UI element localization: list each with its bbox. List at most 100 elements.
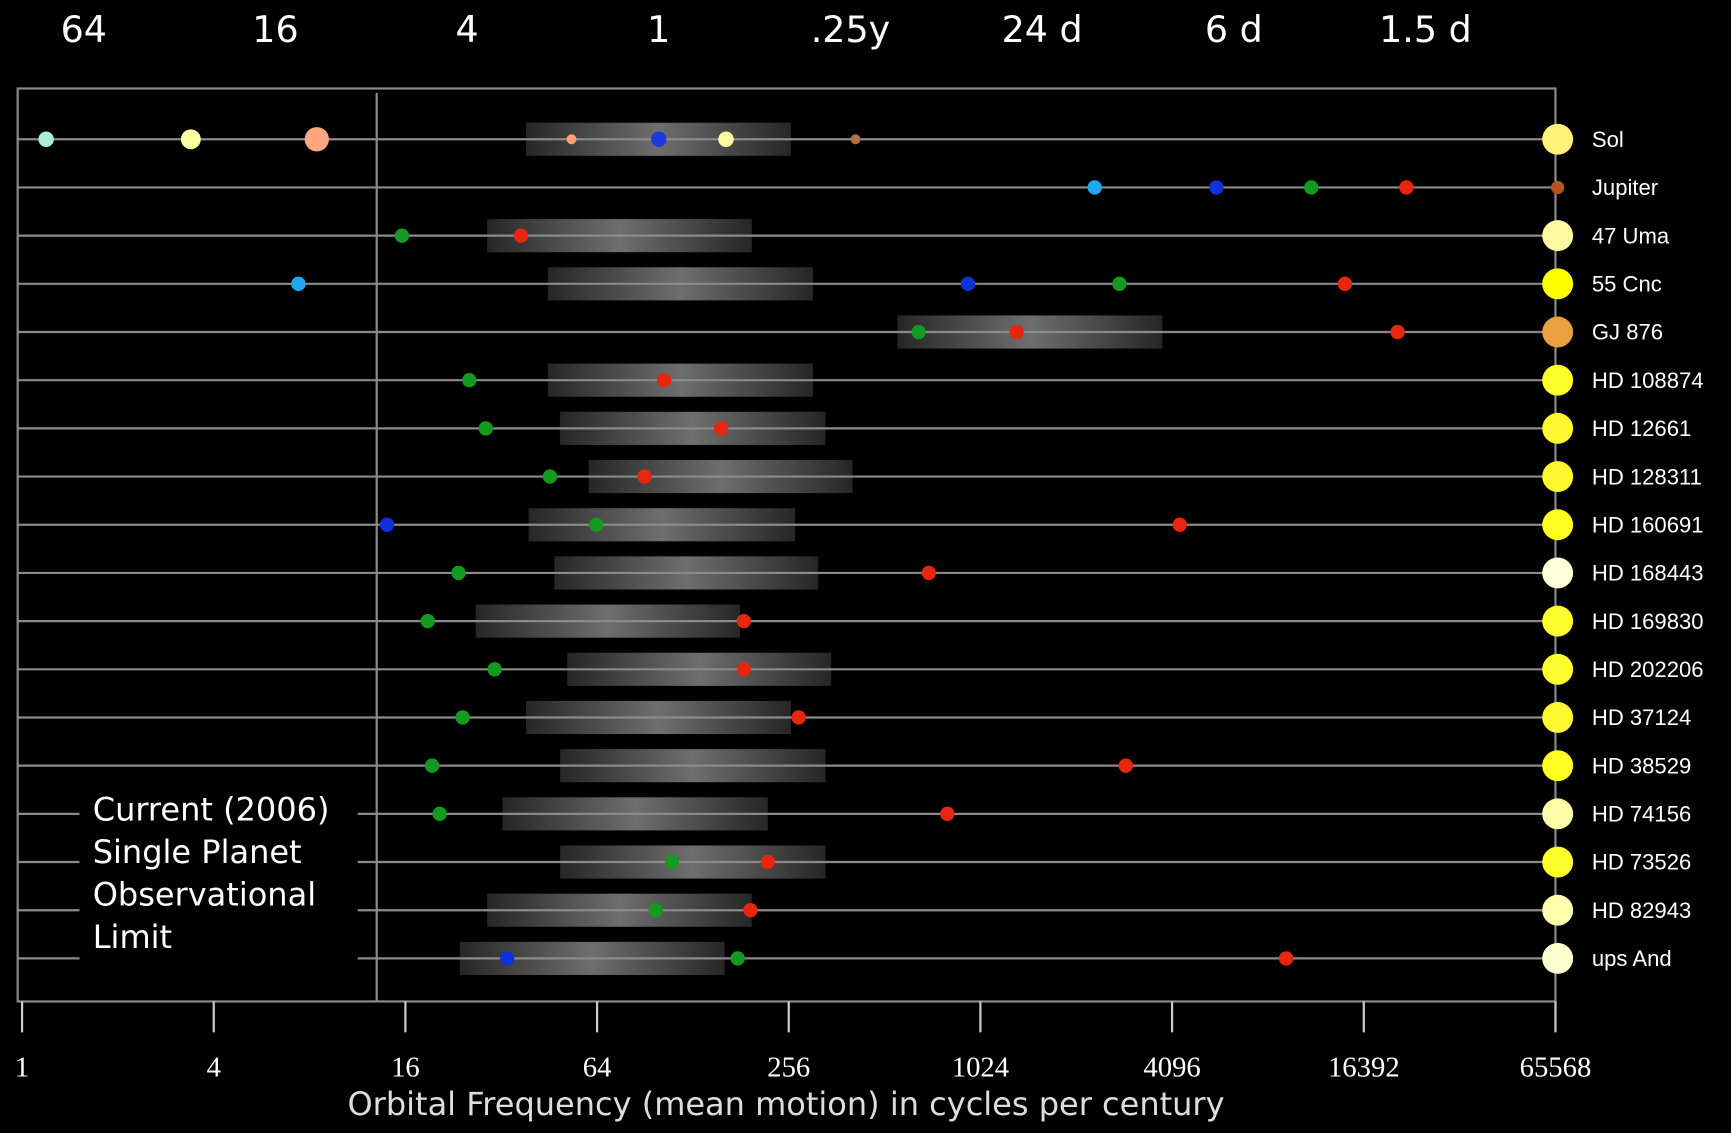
planet [911,324,926,340]
planet [451,565,466,581]
x-axis-label: Orbital Frequency (mean motion) in cycle… [347,1085,1224,1123]
planet [1399,180,1414,195]
annotation: Single Planet [93,833,302,871]
star [1542,942,1574,974]
star [1542,364,1574,396]
planet [791,710,806,725]
star-name: Jupiter [1592,175,1658,200]
x2-tick-label: 1.5 d [1379,8,1472,51]
x-tick-label: 1 [15,1052,29,1084]
planet [394,228,410,243]
planet [1118,758,1133,773]
star-name: HD 73526 [1592,850,1691,875]
x2-tick-label: .25y [811,8,890,51]
planet [379,517,395,532]
star [1542,412,1574,444]
planet [1337,276,1353,291]
x-tick-label: 16392 [1328,1052,1400,1084]
star-name: HD 168443 [1592,561,1704,586]
x-tick-label: 65568 [1520,1052,1592,1084]
x-tick-label: 256 [767,1052,810,1084]
planet [1390,324,1405,340]
x2-tick-label: 24 d [1002,8,1083,51]
planet [940,806,955,822]
planet [657,373,672,388]
star [1542,123,1574,155]
star-name: HD 38529 [1592,753,1691,778]
star [1542,509,1574,541]
star [1542,316,1574,348]
planet [513,228,529,243]
star-name: HD 37124 [1592,705,1691,730]
planet [566,134,577,145]
x-tick-label: 16 [391,1052,420,1084]
planet [736,613,752,629]
x2-tick-label: 6 d [1205,8,1263,51]
x-tick-label: 4 [207,1052,221,1084]
annotation: Current (2006) [93,790,330,828]
planet [1278,951,1294,966]
star [1542,605,1574,637]
star [1542,557,1574,589]
star-name: HD 160691 [1592,512,1704,537]
star-name: 55 Cnc [1592,272,1662,297]
x2-tick-label: 1 [647,8,670,51]
planet [487,662,502,677]
planet [850,134,861,145]
planet [1112,276,1127,291]
planet [713,421,729,436]
planet [1304,180,1319,195]
star-name: HD 202206 [1592,657,1704,682]
planet [424,758,440,773]
star-name: HD 82943 [1592,898,1691,923]
star-name: GJ 876 [1592,320,1663,345]
star-name: Sol [1592,127,1624,152]
planet [736,662,752,677]
star-name: HD 169830 [1592,609,1704,634]
x-tick-label: 1024 [952,1052,1009,1084]
planet [499,951,515,966]
star [1542,268,1574,300]
x-tick-label: 4096 [1143,1052,1200,1084]
planet [637,469,652,484]
annotation: Observational [93,875,316,913]
planet [432,806,447,822]
planet [420,613,435,629]
planet [180,129,201,150]
star [1542,750,1574,782]
star [1542,461,1574,493]
planet [589,517,604,532]
planet [743,903,758,918]
annotation: Limit [93,918,172,956]
planet [304,127,329,152]
planet [478,421,493,436]
star-name: 47 Uma [1592,223,1670,248]
planet [38,131,54,147]
planet [664,854,680,870]
star [1542,894,1574,926]
star [1542,702,1574,733]
x2-tick-label: 4 [456,8,479,51]
planet [1087,180,1102,195]
planet [651,131,667,147]
planet [718,131,734,147]
star-name: HD 74156 [1592,802,1691,827]
star [1542,798,1574,830]
planet [455,710,470,725]
planet [648,903,664,918]
star-name: HD 108874 [1592,368,1704,393]
planet [542,469,558,484]
planet [291,276,306,291]
x-tick-label: 64 [583,1052,612,1084]
star [1551,180,1565,195]
planet [1172,517,1187,532]
planet [921,565,936,581]
planet [1209,180,1224,195]
star [1542,653,1574,685]
planet [730,951,745,966]
star-name: ups And [1592,946,1672,971]
planet [462,373,477,388]
x2-tick-label: 64 [61,8,107,51]
planet [760,854,775,870]
